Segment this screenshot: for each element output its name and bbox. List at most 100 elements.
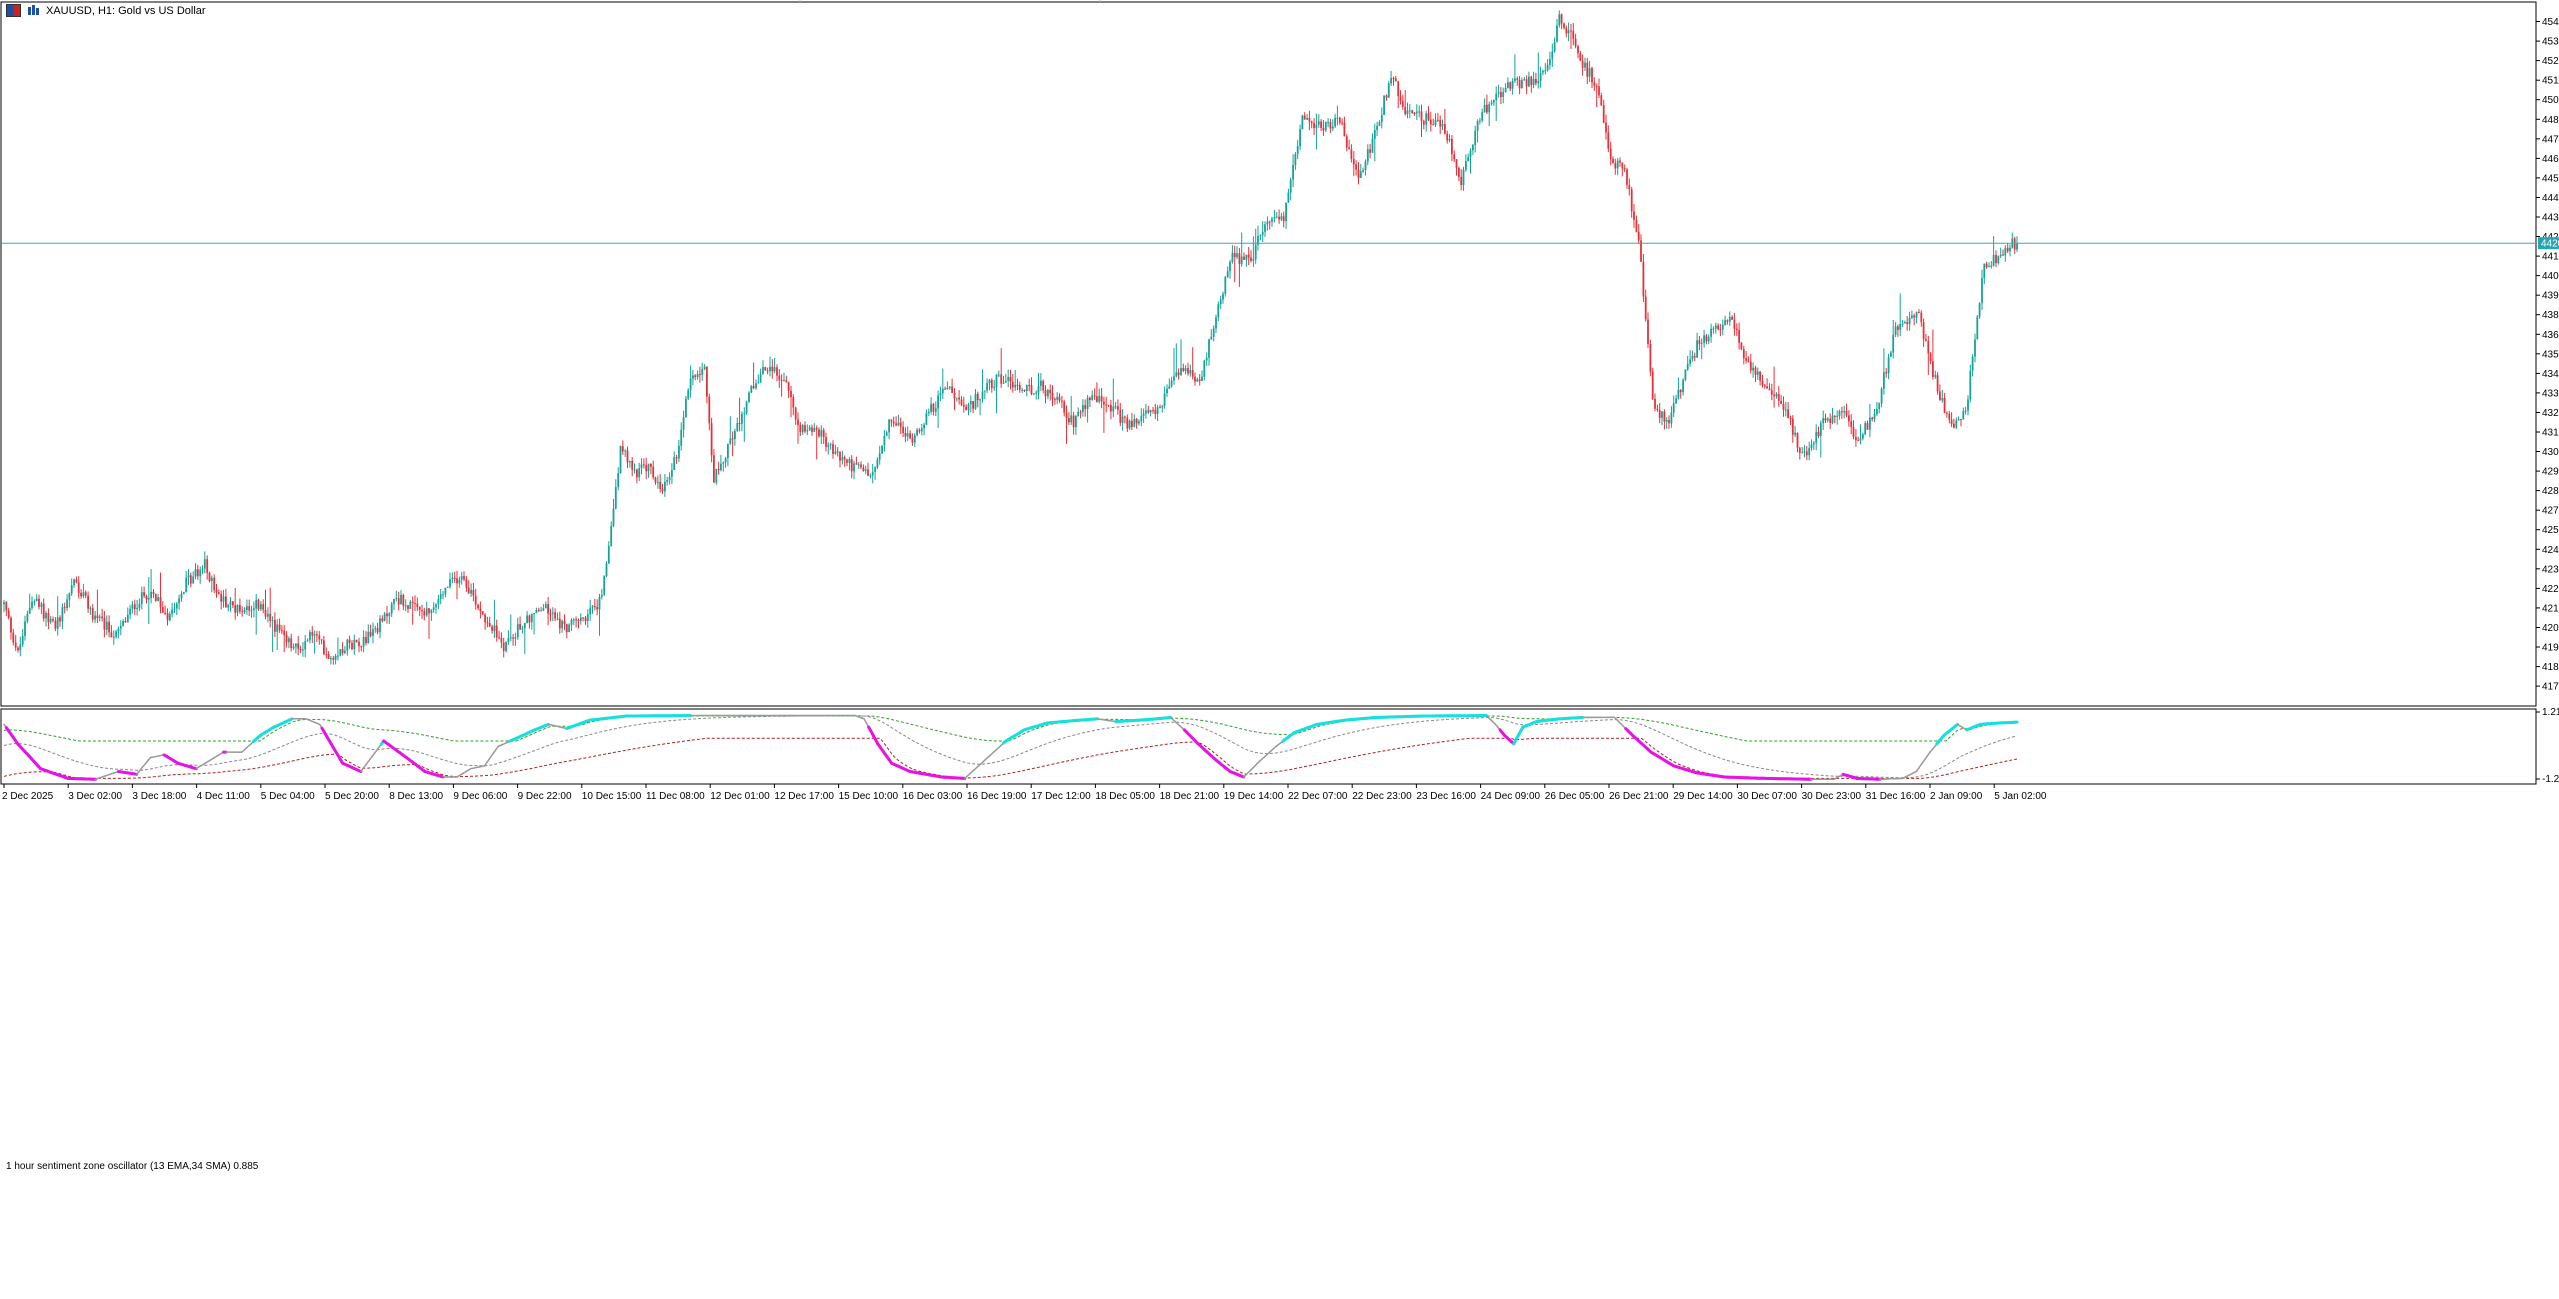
candle-body: [572, 619, 575, 621]
candle-body: [1672, 403, 1675, 413]
candle-body: [512, 637, 514, 639]
candle: [993, 379, 996, 391]
candle-body: [1553, 41, 1556, 52]
candle: [1103, 396, 1105, 433]
candle: [624, 449, 627, 457]
candle: [766, 367, 769, 375]
candle: [442, 591, 444, 600]
candle: [1815, 424, 1818, 451]
candle: [1689, 350, 1691, 367]
candle: [951, 378, 953, 394]
candle-body: [570, 620, 573, 625]
candle: [1145, 403, 1147, 419]
candle-body: [579, 617, 582, 621]
candle-body: [969, 401, 972, 405]
candle-body: [675, 457, 678, 459]
candle-body: [806, 430, 809, 432]
candle-body: [1826, 418, 1829, 421]
candle-body: [1514, 78, 1516, 81]
candle-body: [82, 592, 85, 597]
candle: [28, 593, 31, 614]
candle-body: [738, 423, 741, 424]
candle: [1350, 144, 1353, 163]
candle: [40, 602, 43, 615]
candle: [771, 359, 774, 379]
y-tick-label: 4248.80: [2542, 545, 2559, 556]
candle: [1308, 110, 1311, 131]
candle: [1539, 66, 1542, 88]
candle: [911, 433, 914, 446]
candle-body: [1163, 393, 1166, 406]
candle: [974, 389, 977, 410]
candle: [1002, 375, 1005, 384]
candle-body: [519, 624, 521, 630]
candle-body: [1107, 404, 1110, 406]
candle: [1275, 212, 1278, 219]
candle: [1093, 388, 1096, 400]
candle-body: [239, 604, 241, 612]
candle: [150, 569, 152, 604]
candle: [1458, 166, 1460, 182]
candle: [288, 636, 290, 649]
candle-body: [1796, 432, 1799, 448]
candle: [1065, 405, 1068, 444]
candle: [773, 358, 776, 374]
candle-body: [91, 608, 94, 620]
candle: [983, 390, 986, 400]
candle-body: [673, 457, 676, 471]
x-tick-label: 23 Dec 16:00: [1416, 791, 1476, 802]
candle-body: [1782, 403, 1785, 410]
candle: [607, 541, 610, 565]
candle: [178, 594, 180, 610]
candle: [1712, 326, 1715, 334]
candle-body: [1345, 136, 1348, 148]
candle: [1331, 119, 1334, 132]
candle-body: [1068, 418, 1070, 423]
candle-body: [1455, 159, 1458, 168]
candle: [173, 602, 176, 613]
candle-body: [556, 618, 559, 620]
candle: [680, 422, 683, 451]
candle-body: [1483, 104, 1486, 113]
candle-body: [115, 631, 117, 637]
candle: [1004, 373, 1007, 383]
candle-body: [402, 595, 405, 606]
candle-body: [1054, 399, 1056, 401]
candle: [98, 614, 101, 622]
candles-icon[interactable]: [27, 5, 40, 16]
x-tick-label: 2 Dec 2025: [2, 791, 54, 802]
candle-body: [243, 609, 246, 613]
candle-body: [26, 613, 29, 622]
candle: [1373, 123, 1376, 162]
candle-body: [1194, 376, 1196, 382]
candle-body: [1135, 419, 1138, 424]
candle: [647, 463, 650, 478]
candle: [1446, 130, 1449, 144]
candle: [1941, 389, 1944, 403]
candle: [1420, 104, 1423, 137]
y-tick-label: 4336.40: [2542, 388, 2559, 399]
chart-bars-icon[interactable]: [6, 4, 21, 17]
candle: [1472, 143, 1474, 155]
candle-body: [953, 393, 956, 399]
candle: [367, 624, 370, 644]
candle-body: [1329, 122, 1332, 129]
candle-body: [157, 597, 159, 601]
candle: [369, 624, 372, 638]
candle-body: [650, 463, 652, 467]
candle: [682, 410, 685, 438]
candle: [1142, 408, 1145, 423]
candle-body: [1397, 81, 1400, 97]
candle-body: [325, 654, 328, 656]
candle: [381, 615, 384, 623]
candle: [1742, 345, 1745, 365]
candle: [61, 603, 64, 629]
candle-body: [143, 592, 145, 596]
candle: [360, 645, 363, 652]
candle-body: [1733, 319, 1736, 329]
candle-body: [290, 638, 293, 649]
candle: [547, 597, 549, 626]
candle: [1735, 323, 1738, 337]
candle-body: [318, 635, 321, 640]
